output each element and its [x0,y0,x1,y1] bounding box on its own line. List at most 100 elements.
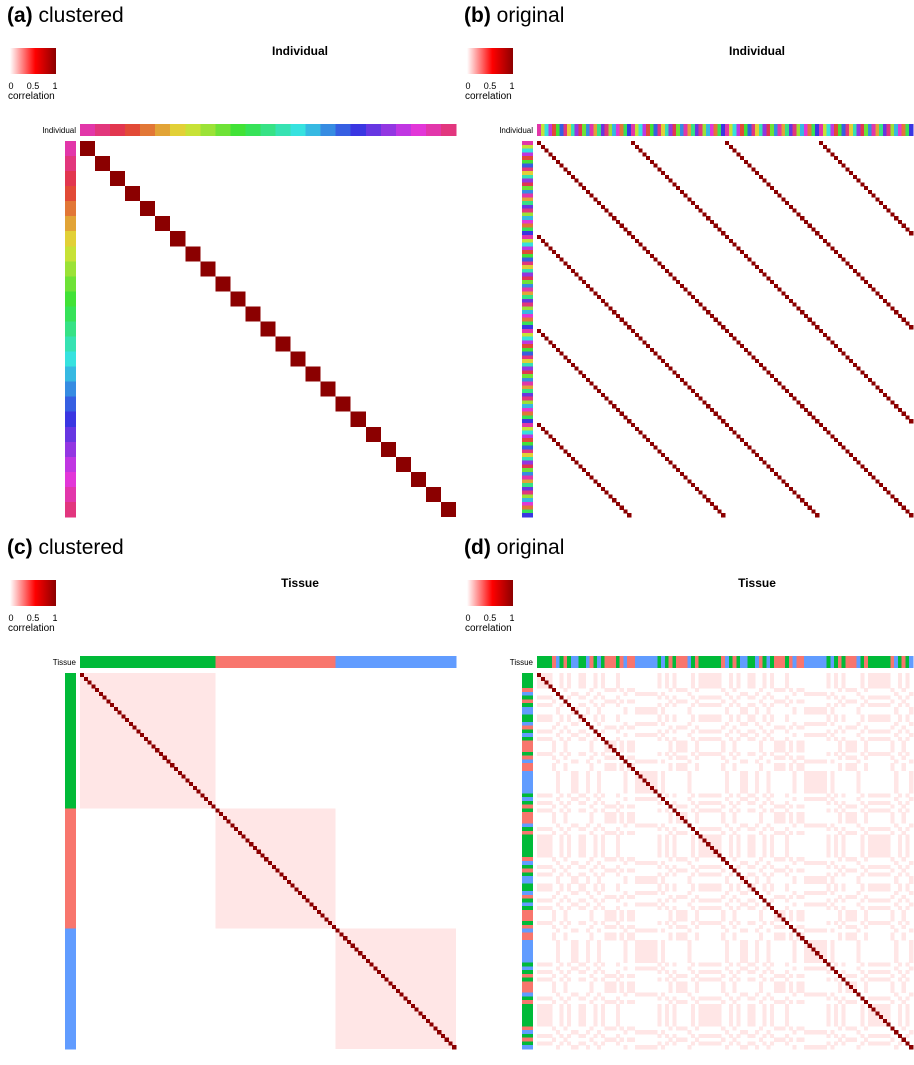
panel-a-left-annotation-cell [65,396,76,401]
panel-d-same-tissue-cell [856,789,861,794]
panel-b-correlation-cell [548,152,553,157]
panel-d-same-tissue-cell [672,996,677,1001]
panel-d-same-tissue-cell [612,1037,617,1042]
panel-d-same-tissue-cell [627,755,632,760]
panel-d-same-tissue-cell [852,1037,857,1042]
panel-b-top-annotation-cell [706,124,711,136]
panel-d-same-tissue-cell [585,861,590,866]
panel-d-same-tissue-cell [713,827,718,832]
panel-d-same-tissue-cell [834,736,839,741]
panel-d-same-tissue-cell [646,958,651,963]
panel-d-same-tissue-cell [875,887,880,892]
panel-d-diagonal-cell [819,955,824,960]
panel-d-same-tissue-cell [811,721,816,726]
panel-d-same-tissue-cell [871,695,876,700]
panel-d-same-tissue-cell [901,981,906,986]
panel-d-same-tissue-cell [732,688,737,693]
panel-d-diagonal-cell [901,1037,906,1042]
panel-d-same-tissue-cell [679,1037,684,1042]
panel-d-same-tissue-cell [694,755,699,760]
panel-d-same-tissue-cell [905,1011,910,1016]
panel-d-same-tissue-cell [736,842,741,847]
panel-d-same-tissue-cell [615,864,621,869]
panel-a-legend-tick-0: 0 [8,81,14,91]
panel-d-same-tissue-cell [694,857,699,862]
panel-d-same-tissue-cell [807,891,812,896]
panel-d-same-tissue-cell [890,725,895,730]
panel-a-left-annotation-cell [65,193,76,198]
panel-d-same-tissue-cell [800,988,805,993]
panel-d-same-tissue-cell [758,812,763,817]
panel-d-same-tissue-cell [615,898,621,903]
panel-d-same-tissue-cell [747,842,752,847]
panel-a-top-annotation-cell [268,124,273,136]
panel-d-same-tissue-cell [540,883,545,888]
panel-d-same-tissue-cell [582,1011,587,1016]
panel-b-correlation-cell [619,505,624,510]
panel-b-top-annotation-cell [871,124,876,136]
panel-d-same-tissue-cell [721,936,726,941]
panel-c-diagonal-cell [237,830,242,835]
panel-d-same-tissue-cell [766,992,771,997]
panel-d-same-tissue-cell [773,819,778,824]
panel-b-left-annotation-cell [522,280,533,285]
panel-d-same-tissue-cell [619,936,624,941]
panel-b-correlation-cell [597,389,602,394]
panel-d-same-tissue-cell [706,853,711,858]
panel-d-diagonal-cell [849,985,854,990]
panel-d-same-tissue-cell [834,996,839,1001]
panel-a-top-annotation-cell [215,124,220,136]
panel-d-same-tissue-cell [845,857,850,862]
panel-d-same-tissue-cell [755,782,760,787]
panel-c-top-annotation-cell [298,656,303,668]
panel-d-same-tissue-cell [646,785,651,790]
panel-d-same-tissue-cell [657,1011,662,1016]
panel-d-same-tissue-cell [755,710,760,715]
panel-b-correlation-cell [864,468,869,473]
panel-c-diagonal-cell [219,812,224,817]
panel-d-same-tissue-cell [781,1037,786,1042]
panel-d-same-tissue-cell [751,962,756,967]
panel-a-left-annotation-cell [65,283,76,289]
panel-d-same-tissue-cell [871,996,876,1001]
panel-a-left-annotation-cell [65,498,76,503]
panel-d-same-tissue-cell [653,939,658,945]
panel-d-same-tissue-cell [574,782,579,787]
panel-b-left-annotation-cell [522,419,533,424]
panel-d-same-tissue-cell [901,909,906,914]
panel-d-same-tissue-cell [706,1022,711,1027]
panel-b-correlation-cell [661,171,666,176]
panel-a-left-annotation-cell [65,141,76,146]
panel-d-same-tissue-cell [762,736,767,741]
panel-d-same-tissue-cell [826,1007,831,1012]
panel-d-same-tissue-cell [852,981,857,986]
panel-d-same-tissue-cell [882,842,887,847]
panel-d-same-tissue-cell [619,985,624,990]
panel-b-left-annotation-cell [522,362,533,367]
panel-d-same-tissue-cell [713,793,718,798]
panel-d-same-tissue-cell [691,684,696,689]
panel-d-same-tissue-cell [600,883,605,888]
panel-d-same-tissue-cell [634,721,639,726]
panel-c-top-annotation-cell [358,656,363,668]
panel-c-top-annotation-cell [136,656,141,668]
panel-d-same-tissue-cell [740,706,745,711]
panel-d-same-tissue-cell [905,887,910,892]
panel-d-same-tissue-cell [815,992,820,997]
panel-b-legend: 0 0.5 1 correlation [465,48,525,104]
panel-d-same-tissue-cell [740,733,745,738]
panel-a-left-annotation-cell [65,374,76,379]
panel-d-left-annotation-cell [522,778,533,783]
panel-c-diagonal-cell [395,988,400,993]
panel-d-same-tissue-cell [905,853,910,858]
panel-d-same-tissue-cell [762,842,767,847]
panel-d-same-tissue-cell [770,887,775,892]
panel-d-same-tissue-cell [544,1022,549,1027]
panel-d-same-tissue-cell [642,992,647,997]
panel-b-top-annotation-cell [758,124,763,136]
panel-b-correlation-cell [905,321,910,326]
panel-d-same-tissue-cell [845,924,850,929]
panel-d-same-tissue-cell [867,883,872,888]
panel-b-correlation-cell [890,400,895,405]
panel-d-same-tissue-cell [559,1018,564,1023]
